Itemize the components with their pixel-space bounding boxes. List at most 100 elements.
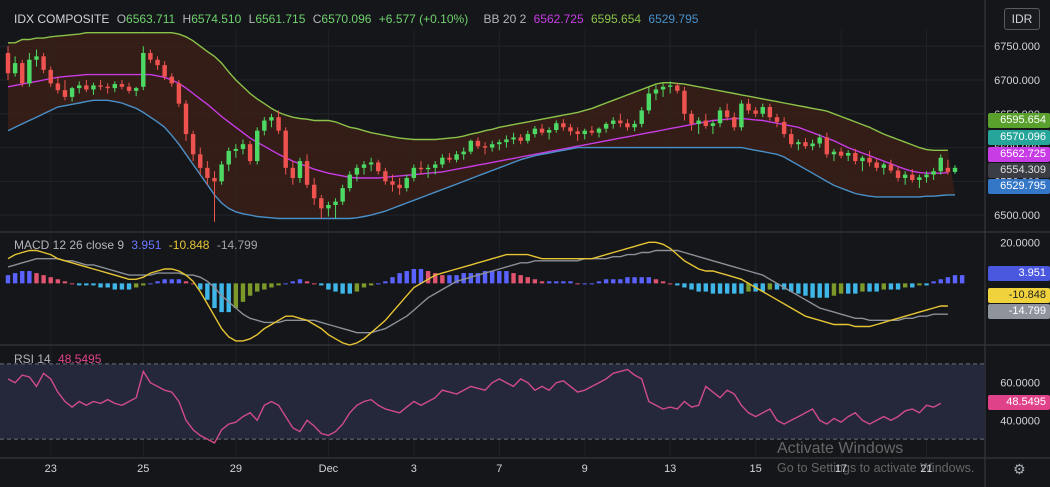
macd-hist-bar: [347, 283, 352, 294]
candle-body: [84, 85, 89, 90]
candle-body: [653, 89, 659, 94]
candle-body: [803, 142, 808, 147]
macd-hist-bar: [148, 283, 153, 285]
candle-body: [625, 123, 630, 128]
rsi-value: 48.5495: [58, 352, 102, 366]
macd-hist-bar: [838, 283, 844, 294]
candlestick-series: [5, 46, 958, 222]
macd-hist-bar: [546, 281, 552, 284]
candle-body: [333, 201, 338, 205]
candle-body: [952, 167, 958, 172]
macd-hist-bar: [440, 275, 445, 284]
macd-hist-bar: [497, 271, 502, 284]
candle-body: [361, 164, 367, 168]
macd-hist-bar: [297, 279, 303, 284]
candle-body: [489, 144, 495, 148]
candle-body: [525, 134, 530, 141]
macd-hist-bar: [269, 283, 274, 288]
macd-hist-bar: [853, 283, 858, 294]
candle-body: [233, 148, 239, 151]
watermark-subtitle: Go to Settings to activate Windows.: [777, 461, 975, 475]
candle-body: [917, 177, 922, 180]
settings-gear-icon[interactable]: ⚙: [1013, 461, 1026, 477]
macd-hist-bar: [183, 281, 189, 284]
macd-hist-bar: [41, 275, 46, 284]
macd-hist-bar: [247, 283, 253, 296]
bb-basis-value: 6562.725: [533, 12, 584, 26]
candle-body: [27, 59, 32, 84]
candle-body: [447, 157, 452, 160]
candle-body: [575, 131, 580, 135]
candle-body: [162, 65, 167, 77]
candle-body: [247, 144, 253, 162]
candle-body: [717, 110, 723, 124]
macd-hist-bar: [212, 283, 217, 309]
candle-body: [902, 174, 908, 178]
macd-hist-bar: [511, 273, 516, 284]
time-axis-tick-label: 15: [749, 463, 762, 475]
candle-body: [34, 56, 39, 60]
candle-body: [518, 137, 523, 141]
bollinger-band-fill: [8, 32, 955, 219]
candle-body: [91, 85, 96, 90]
candle-body: [468, 140, 474, 152]
bollinger-upper-line: [8, 32, 948, 151]
macd-hist-bar: [482, 271, 488, 284]
low-label: L: [248, 12, 256, 26]
candle-body: [667, 85, 673, 87]
price-pane[interactable]: [5, 32, 958, 222]
candle-body: [838, 151, 844, 156]
macd-hist-bar: [20, 271, 25, 284]
macd-histogram: [5, 268, 965, 313]
bb-upper-value: 6595.654: [591, 12, 642, 26]
currency-selector[interactable]: IDR: [1004, 8, 1040, 30]
macd-hist-bar: [91, 283, 96, 286]
candle-body: [262, 120, 267, 131]
macd-hist-bar: [625, 277, 630, 284]
candle-body: [148, 52, 153, 60]
macd-hist-bar: [176, 279, 182, 284]
price-axis-tick-label: 6750.000: [994, 41, 1040, 53]
macd-pane[interactable]: [5, 241, 965, 346]
rsi-legend: RSI 14 48.5495: [14, 352, 105, 366]
symbol-name[interactable]: IDX COMPOSITE: [14, 12, 110, 26]
macd-signal-value: -14.799: [216, 238, 258, 252]
close-label: C: [312, 12, 322, 26]
candle-body: [895, 170, 901, 178]
macd-hist-value: 3.951: [131, 238, 162, 252]
candle-body: [646, 93, 652, 111]
macd-hist-bar: [689, 283, 694, 290]
macd-hist-bar: [383, 281, 388, 284]
candle-body: [561, 123, 566, 128]
price-axis[interactable]: 6500.0006550.0006600.0006650.0006700.000…: [994, 41, 1040, 427]
macd-legend-name[interactable]: MACD 12 26 close 9: [14, 238, 125, 252]
watermark-title: Activate Windows: [777, 440, 904, 457]
macd-hist-bar: [959, 275, 965, 284]
candle-body: [696, 120, 701, 124]
macd-hist-bar: [675, 283, 680, 286]
candle-body: [205, 167, 210, 178]
price-axis-tick-label: 60.0000: [1000, 378, 1040, 390]
candle-body: [710, 123, 716, 126]
rsi-legend-name[interactable]: RSI 14: [14, 352, 51, 366]
macd-hist-bar: [76, 283, 82, 286]
candle-body: [689, 113, 694, 124]
bb-legend-name[interactable]: BB 20 2: [483, 12, 527, 26]
candle-body: [568, 127, 573, 132]
candle-body: [881, 164, 887, 168]
rsi-pane[interactable]: [0, 363, 985, 444]
macd-hist-bar: [810, 283, 815, 298]
candle-body: [781, 121, 787, 135]
bb-lower-tag: 6529.795: [988, 179, 1050, 194]
macd-hist-bar: [69, 283, 75, 285]
open-value: 6563.711: [126, 12, 176, 26]
macd-hist-bar: [411, 268, 417, 284]
candle-body: [739, 103, 744, 128]
macd-hist-bar: [881, 283, 887, 290]
macd-hist-bar: [504, 271, 509, 284]
macd-hist-bar: [27, 271, 32, 284]
candle-body: [155, 59, 160, 66]
candle-body: [411, 167, 417, 178]
time-axis-tick-label: 25: [137, 463, 150, 475]
